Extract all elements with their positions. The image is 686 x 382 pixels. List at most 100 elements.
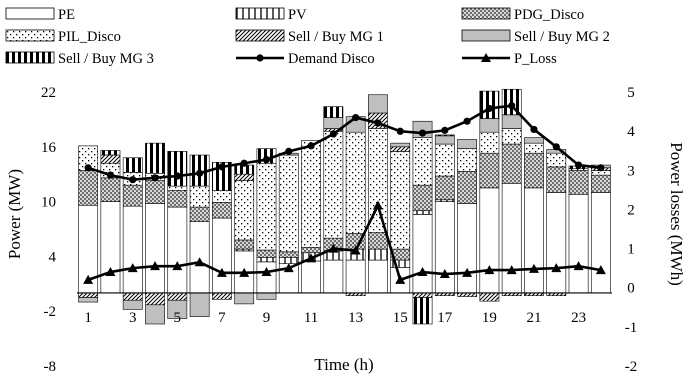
point-p-loss-h13: [350, 245, 361, 255]
bar-pv-h14: [368, 248, 388, 261]
bar-sell-buy-mg-1-h16: [412, 292, 433, 298]
bar-pil-disco-h19: [479, 131, 500, 154]
bar-pil-disco-h11: [301, 140, 321, 248]
bar-pdg-disco-h1: [78, 170, 99, 206]
point-demand-disco-h21: [530, 125, 538, 134]
bar-pdg-disco-h9: [256, 249, 277, 258]
y2-tick-label: 4: [627, 124, 635, 140]
legend-swatch: [5, 7, 55, 20]
point-demand-disco-h16: [418, 129, 427, 137]
x-tick-label: 7: [218, 310, 226, 326]
bar-sell-buy-mg-2-h15: [390, 142, 411, 148]
point-p-loss-h17: [439, 269, 450, 279]
bar-sell-buy-mg-3-h12: [323, 106, 344, 118]
point-p-loss-h19: [484, 265, 495, 275]
bar-pv-h9: [256, 257, 277, 263]
point-p-loss-h12: [328, 243, 339, 253]
point-p-loss-h1: [83, 274, 94, 284]
bar-pil-disco-h9: [256, 162, 277, 251]
point-demand-disco-h1: [84, 164, 92, 172]
bar-pe-h16: [412, 214, 433, 294]
bar-pil-disco-h5: [167, 185, 188, 191]
bar-sell-buy-mg-2-h9: [256, 292, 277, 300]
point-demand-disco-h5: [173, 172, 181, 180]
point-demand-disco-h10: [285, 147, 293, 155]
point-demand-disco-h8: [240, 159, 248, 167]
point-p-loss-h22: [551, 263, 562, 273]
bar-pv-h16: [412, 210, 433, 215]
bar-pe-h23: [568, 193, 589, 294]
point-demand-disco-h3: [129, 176, 137, 184]
legend-marker: [481, 53, 491, 62]
bar-sell-buy-mg-3-h16: [412, 297, 433, 325]
legend-label: Sell / Buy MG 3: [58, 51, 154, 67]
legend-marker: [256, 54, 264, 62]
legend-item-p-loss: P_Loss: [462, 51, 557, 67]
legend-swatch: [461, 29, 511, 42]
bar-sell-buy-mg-2-h21: [524, 137, 544, 144]
bar-sell-buy-mg-1-h8: [234, 173, 255, 181]
bar-pe-h7: [212, 217, 232, 294]
bar-sell-buy-mg-2-h1: [78, 297, 99, 303]
bar-pdg-disco-h17: [434, 175, 455, 201]
bar-pil-disco-h13: [345, 131, 366, 234]
bar-sell-buy-mg-2-h8: [234, 292, 255, 305]
point-p-loss-h24: [595, 265, 606, 275]
bar-sell-buy-mg-3-h19: [479, 90, 500, 119]
point-demand-disco-h14: [374, 119, 382, 127]
x-tick-label: 17: [437, 310, 453, 326]
bar-sell-buy-mg-3-h2: [100, 150, 121, 156]
y2-tick-label: 1: [627, 242, 635, 258]
legend-item-pv: PV: [235, 7, 307, 23]
y2-tick-label: -1: [625, 320, 638, 336]
bar-sell-buy-mg-2-h17: [434, 135, 455, 145]
legend-swatch: [235, 7, 285, 20]
bar-sell-buy-mg-2-h20: [501, 114, 522, 129]
point-demand-disco-h6: [196, 169, 204, 177]
bar-sell-buy-mg-1-h7: [212, 292, 232, 300]
bar-sell-buy-mg-2-h12: [323, 117, 344, 129]
point-demand-disco-h11: [307, 142, 315, 150]
bar-sell-buy-mg-1-h15: [390, 146, 411, 152]
x-axis-title: Time (h): [314, 355, 373, 374]
point-demand-disco-h4: [151, 174, 159, 182]
bar-pe-h21: [524, 187, 544, 294]
bar-sell-buy-mg-1-h4: [145, 292, 165, 306]
legend-item-sell-buy-mg-2: Sell / Buy MG 2: [461, 29, 610, 45]
point-p-loss-h8: [239, 267, 250, 277]
point-p-loss-h4: [150, 261, 161, 271]
bar-pdg-disco-h23: [568, 170, 589, 195]
point-demand-disco-h19: [485, 104, 493, 113]
x-tick-label: 21: [527, 310, 542, 326]
point-p-loss-h18: [462, 267, 473, 277]
bar-pdg-disco-h5: [167, 190, 188, 208]
point-demand-disco-h12: [329, 130, 337, 138]
x-tick-label: 1: [84, 310, 92, 326]
bar-pil-disco-h6: [189, 185, 210, 208]
bar-pil-disco-h20: [501, 128, 522, 145]
bar-sell-buy-mg-1-h3: [122, 292, 143, 301]
bar-pdg-disco-h21: [524, 152, 544, 189]
bar-pe-h4: [145, 203, 165, 294]
bar-sell-buy-mg-1-h5: [167, 292, 188, 301]
legend-item-sell-buy-mg-3: Sell / Buy MG 3: [5, 51, 154, 67]
bar-pdg-disco-h16: [412, 184, 433, 212]
bar-pe-h19: [479, 187, 500, 294]
point-p-loss-h16: [417, 267, 428, 277]
bar-pdg-disco-h7: [212, 202, 232, 219]
legend-label: PV: [288, 7, 307, 23]
bar-pdg-disco-h10: [278, 251, 299, 258]
point-p-loss-h5: [172, 261, 183, 271]
legend-swatch: [5, 29, 55, 42]
x-tick-label: 19: [482, 310, 497, 326]
legend-swatch: [461, 7, 511, 20]
bar-pil-disco-h12: [323, 130, 344, 239]
y-tick-label: 10: [41, 195, 56, 211]
point-demand-disco-h9: [262, 155, 271, 164]
y2-tick-label: 2: [627, 202, 635, 218]
bar-pe-h22: [546, 192, 567, 294]
bar-pdg-disco-h14: [368, 232, 388, 250]
legend-item-pdg-disco: PDG_Disco: [461, 7, 584, 23]
